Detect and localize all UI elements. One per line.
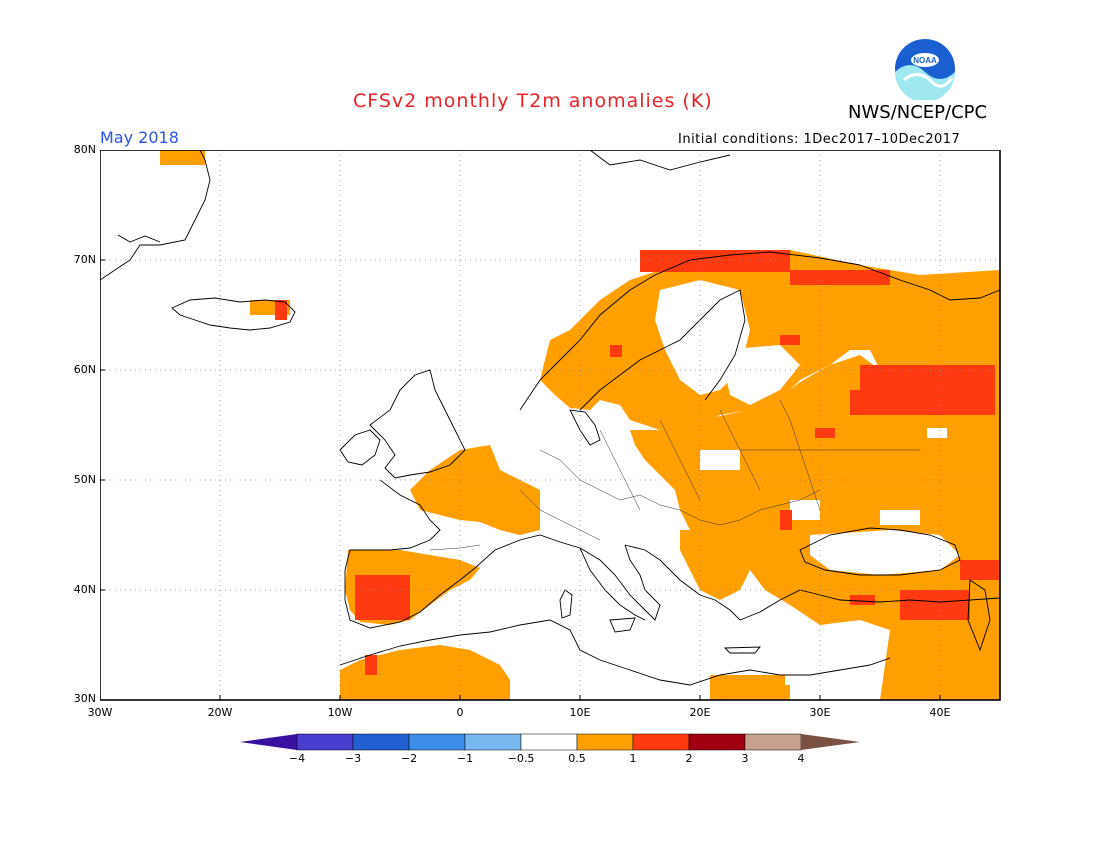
colorbar-label: 4 [797, 752, 805, 765]
colorbar-label: 2 [685, 752, 693, 765]
map-frame [100, 150, 1001, 701]
lon-tick-0: 0 [456, 706, 464, 719]
lon-tick-30e: 30E [809, 706, 831, 719]
colorbar-label: 1 [629, 752, 637, 765]
lat-tick-40n: 40N [73, 583, 96, 596]
colorbar-swatch-9 [744, 733, 802, 751]
colorbar-swatch-4 [464, 733, 522, 751]
colorbar-label: −4 [288, 752, 306, 765]
svg-text:NOAA: NOAA [913, 56, 937, 65]
colorbar-swatch-8 [688, 733, 746, 751]
colorbar-low-triangle [240, 734, 297, 750]
colorbar-swatch-7 [632, 733, 690, 751]
lon-tick-10e: 10E [569, 706, 591, 719]
colorbar-swatch-2 [352, 733, 410, 751]
lon-tick-10w: 10W [327, 706, 353, 719]
coastlines [100, 150, 1001, 686]
anomaly-red-areas [275, 250, 1000, 675]
lon-tick-40e: 40E [929, 706, 951, 719]
colorbar-swatch-3 [408, 733, 466, 751]
colorbar [240, 733, 860, 751]
agency-label: NWS/NCEP/CPC [848, 102, 988, 123]
colorbar-label: 0.5 [568, 752, 586, 765]
colorbar-label: −3 [344, 752, 362, 765]
colorbar-label: −2 [400, 752, 418, 765]
initial-conditions: Initial conditions: 1Dec2017–10Dec2017 [678, 132, 961, 147]
lat-tick-60n: 60N [73, 363, 96, 376]
lat-tick-80n: 80N [73, 143, 96, 156]
colorbar-swatch-6 [576, 733, 634, 751]
lon-tick-30w: 30W [87, 706, 113, 719]
lat-tick-70n: 70N [73, 253, 96, 266]
graticule [100, 150, 1000, 700]
colorbar-label: −0.5 [507, 752, 535, 765]
colorbar-high-triangle [801, 734, 860, 750]
colorbar-label: −1 [456, 752, 474, 765]
anomaly-map [100, 150, 1001, 701]
forecast-month: May 2018 [100, 128, 179, 147]
colorbar-swatch-1 [296, 733, 354, 751]
lat-tick-30n: 30N [73, 692, 96, 705]
noaa-logo: NOAA [894, 38, 956, 104]
colorbar-swatch-5 [520, 733, 578, 751]
lat-tick-50n: 50N [73, 473, 96, 486]
colorbar-label: 3 [741, 752, 749, 765]
lon-tick-20e: 20E [689, 706, 711, 719]
lon-tick-20w: 20W [207, 706, 233, 719]
